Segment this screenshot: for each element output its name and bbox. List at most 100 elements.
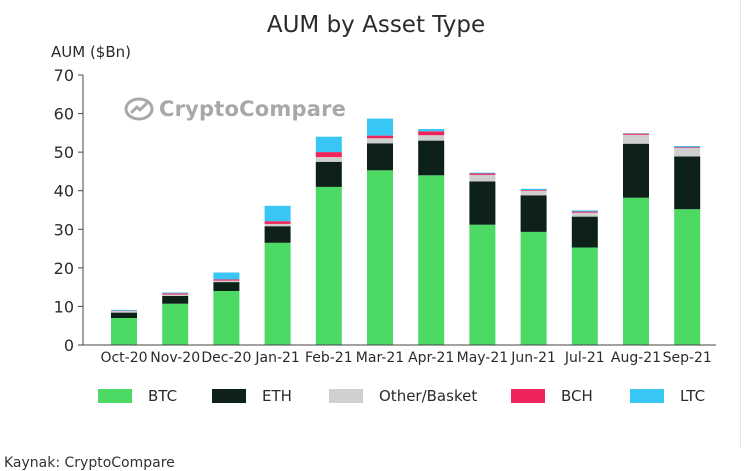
bar-segment-other-basket-apr-21	[418, 135, 444, 140]
bar-segment-other-basket-oct-20	[111, 311, 137, 313]
bar-segment-ltc-oct-20	[111, 310, 137, 311]
y-tick-label: 50	[54, 143, 74, 162]
bar-segment-other-basket-nov-20	[162, 295, 188, 297]
bar-segment-eth-dec-20	[213, 282, 239, 291]
y-tick-label: 10	[54, 297, 74, 316]
bar-segment-ltc-feb-21	[316, 137, 342, 152]
x-tick-label: Mar-21	[356, 350, 404, 366]
watermark: CryptoCompare	[124, 96, 346, 122]
x-tick-label: Feb-21	[305, 350, 353, 366]
bar-segment-other-basket-feb-21	[316, 157, 342, 162]
y-tick-label: 20	[54, 259, 74, 278]
legend-item-ltc: LTC	[630, 387, 705, 405]
legend-label: ETH	[262, 387, 292, 405]
bar-segment-eth-mar-21	[367, 143, 393, 170]
bar-segment-eth-aug-21	[623, 144, 649, 198]
bar-segment-eth-jan-21	[265, 226, 291, 243]
bar-segment-eth-jul-21	[572, 217, 598, 248]
bar-segment-bch-aug-21	[623, 134, 649, 135]
bar-segment-ltc-jul-21	[572, 210, 598, 211]
source-note: Kaynak: CryptoCompare	[4, 455, 175, 471]
bar-segment-bch-may-21	[469, 173, 495, 175]
legend-item-eth: ETH	[212, 387, 292, 405]
y-tick-label: 40	[54, 182, 74, 201]
bar-segment-ltc-dec-20	[213, 273, 239, 280]
y-tick-label: 0	[64, 336, 74, 355]
y-tick-label: 30	[54, 220, 74, 239]
legend-item-bch: BCH	[511, 387, 593, 405]
bar-segment-ltc-apr-21	[418, 129, 444, 131]
bar-segment-other-basket-jun-21	[521, 191, 547, 196]
legend-swatch	[212, 389, 246, 403]
bar-segment-bch-sep-21	[674, 147, 700, 148]
bars-layer	[111, 119, 700, 345]
bar-segment-btc-sep-21	[674, 209, 700, 345]
y-tick-label: 70	[54, 66, 74, 85]
bar-segment-bch-jan-21	[265, 221, 291, 224]
legend-label: BTC	[148, 387, 177, 405]
bar-segment-bch-mar-21	[367, 136, 393, 139]
bar-segment-bch-jun-21	[521, 190, 547, 191]
legend-label: Other/Basket	[379, 387, 477, 405]
legend: BTC ETH Other/Basket BCH LTC	[0, 387, 752, 411]
x-tick-label: May-21	[457, 350, 509, 366]
cryptocompare-logo-icon	[124, 96, 154, 122]
bar-segment-ltc-jun-21	[521, 189, 547, 190]
watermark-text: CryptoCompare	[159, 97, 346, 121]
bar-segment-btc-mar-21	[367, 170, 393, 345]
bar-segment-btc-aug-21	[623, 198, 649, 345]
bar-segment-bch-jul-21	[572, 212, 598, 213]
x-tick-label: Jun-21	[510, 350, 556, 366]
legend-swatch	[511, 389, 545, 403]
legend-swatch	[630, 389, 664, 403]
bar-segment-eth-feb-21	[316, 162, 342, 187]
bar-segment-btc-nov-20	[162, 304, 188, 345]
bar-segment-other-basket-jan-21	[265, 224, 291, 226]
x-tick-label: Dec-20	[201, 350, 251, 366]
bar-segment-other-basket-aug-21	[623, 135, 649, 144]
bar-segment-eth-apr-21	[418, 141, 444, 176]
bar-segment-bch-feb-21	[316, 152, 342, 157]
legend-item-btc: BTC	[98, 387, 177, 405]
bar-segment-other-basket-mar-21	[367, 138, 393, 143]
bar-segment-other-basket-sep-21	[674, 148, 700, 157]
bar-segment-ltc-sep-21	[674, 146, 700, 147]
bar-segment-btc-dec-20	[213, 291, 239, 345]
bar-segment-other-basket-jul-21	[572, 213, 598, 217]
legend-swatch	[329, 389, 363, 403]
bar-segment-eth-may-21	[469, 182, 495, 225]
x-tick-label: Jan-21	[254, 350, 299, 366]
bar-segment-eth-nov-20	[162, 296, 188, 304]
x-tick-label: Oct-20	[100, 350, 147, 366]
bar-segment-ltc-jan-21	[265, 206, 291, 221]
bar-segment-ltc-mar-21	[367, 119, 393, 136]
bar-segment-eth-oct-20	[111, 313, 137, 318]
bar-segment-ltc-may-21	[469, 173, 495, 174]
bar-segment-ltc-nov-20	[162, 293, 188, 294]
x-tick-label: Jul-21	[564, 350, 605, 366]
bar-segment-btc-jan-21	[265, 243, 291, 345]
y-tick-label: 60	[54, 105, 74, 124]
x-tick-label: Sep-21	[663, 350, 712, 366]
legend-label: BCH	[561, 387, 593, 405]
x-tick-label: Apr-21	[408, 350, 454, 366]
bar-segment-bch-dec-20	[213, 279, 239, 280]
bar-segment-btc-jul-21	[572, 247, 598, 345]
bar-segment-bch-nov-20	[162, 293, 188, 294]
bar-segment-eth-sep-21	[674, 156, 700, 209]
x-tick-label: Nov-20	[150, 350, 200, 366]
x-tick-label: Aug-21	[611, 350, 661, 366]
bar-segment-eth-jun-21	[521, 195, 547, 232]
bar-segment-btc-jun-21	[521, 232, 547, 345]
bar-segment-btc-oct-20	[111, 318, 137, 345]
bar-segment-btc-apr-21	[418, 175, 444, 345]
bar-segment-other-basket-may-21	[469, 175, 495, 182]
bar-segment-btc-feb-21	[316, 187, 342, 345]
bar-segment-bch-apr-21	[418, 131, 444, 135]
legend-item-other-basket: Other/Basket	[329, 387, 477, 405]
legend-swatch	[98, 389, 132, 403]
bar-segment-btc-may-21	[469, 225, 495, 345]
legend-label: LTC	[680, 387, 705, 405]
